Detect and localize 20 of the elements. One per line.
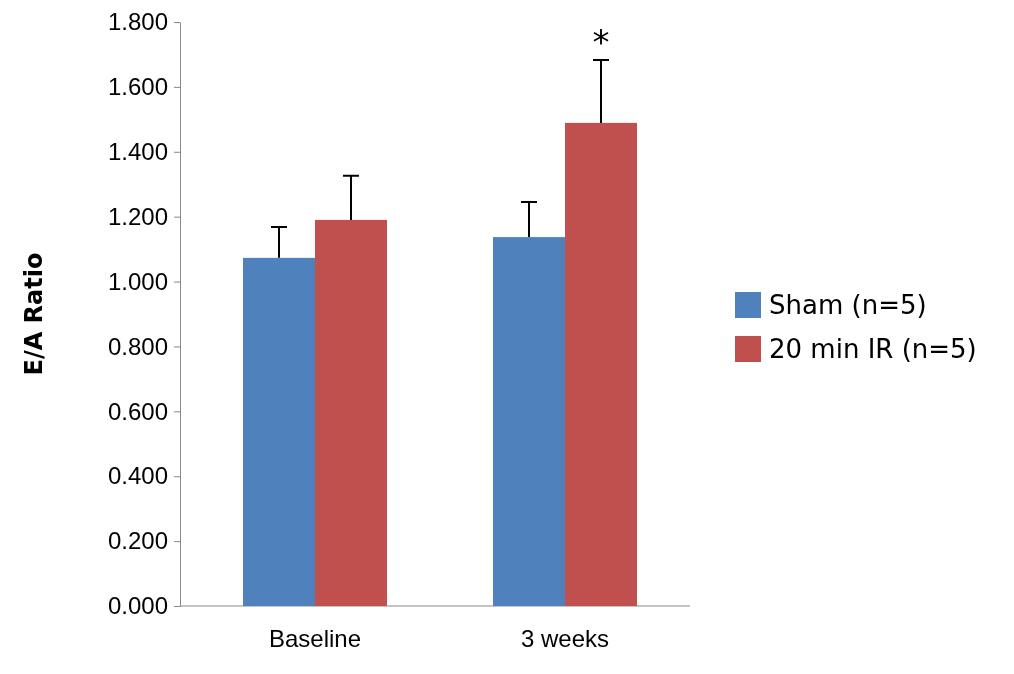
y-tick-label: 0.400 [107, 462, 168, 490]
y-tick-label: 1.400 [107, 137, 168, 165]
legend-label: 20 min IR (n=5) [769, 334, 977, 364]
y-tick-label: 1.000 [107, 267, 168, 295]
y-tick-label: 0.000 [107, 592, 168, 620]
x-tick-label: 3 weeks [520, 625, 610, 653]
legend-label: Sham (n=5) [769, 290, 927, 320]
bar [243, 257, 315, 606]
y-tick-label: 1.800 [107, 8, 168, 36]
y-tick-label: 1.200 [107, 202, 168, 230]
bar [315, 219, 387, 606]
bar [565, 122, 637, 606]
y-tick-label: 0.200 [107, 527, 168, 555]
y-axis-title: E/A Ratio [20, 252, 48, 376]
bar [493, 237, 565, 606]
y-tick-label: 1.600 [107, 73, 168, 101]
x-tick-label: Baseline [268, 625, 362, 653]
annotation: * [592, 21, 610, 62]
y-tick-label: 0.600 [107, 397, 168, 425]
y-tick-label: 0.800 [107, 332, 168, 360]
